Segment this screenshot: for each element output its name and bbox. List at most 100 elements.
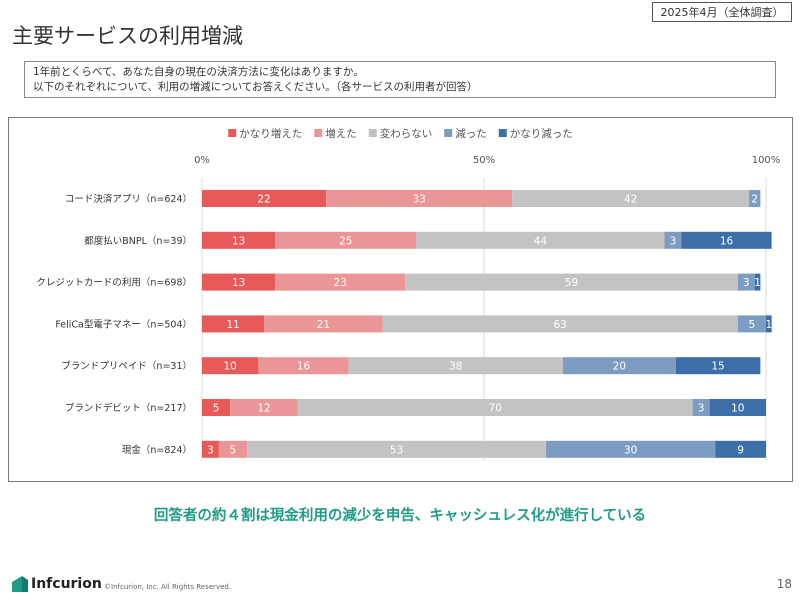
bar-segment [230,399,298,416]
copyright-text: ©Infcurion, Inc. All Rights Reserved. [104,583,232,591]
data-label: 9 [737,444,744,456]
bar-segment [681,231,772,249]
bar-segment [692,399,710,416]
data-label: 10 [731,403,744,415]
x-tick-label: 50% [473,155,495,166]
data-label: 70 [489,403,502,415]
data-label: 13 [232,235,245,247]
data-label: 38 [449,361,462,373]
bar-segment [297,399,693,416]
data-label: 3 [743,277,750,289]
data-label: 3 [207,444,214,456]
legend-label: かなり減った [510,127,573,140]
data-label: 11 [226,319,239,331]
bar-segment [202,440,219,458]
data-label: 1 [765,319,772,331]
category-label: コード決済アプリ（n=624） [65,193,192,205]
category-label: ブランドプリペイド（n=31） [61,360,192,372]
legend-swatch [444,129,453,137]
data-label: 53 [390,444,403,456]
bar-segment [749,190,761,207]
legend-label: 変わらない [380,127,433,140]
survey-date-label: 2025年4月（全体調査） [652,2,792,22]
page-title: 主要サービスの利用増減 [12,24,243,48]
data-label: 59 [565,277,578,289]
data-label: 33 [412,194,425,206]
data-label: 5 [749,319,756,331]
bar-segment [264,315,383,333]
data-label: 12 [257,403,270,415]
data-label: 16 [720,235,734,247]
page-number: 18 [776,577,792,591]
data-label: 10 [224,361,237,373]
data-label: 3 [698,403,705,415]
bar-segment [737,273,755,291]
data-label: 22 [257,194,270,206]
data-label: 63 [553,319,566,331]
category-label: クレジットカードの利用（n=698） [36,277,192,289]
bar-segment [202,399,231,416]
bar-segment [405,273,738,291]
logo-mark-icon [12,576,28,592]
bar-segment [766,315,772,333]
category-label: 現金（n=824） [122,444,192,456]
legend-label: かなり増えた [239,127,302,140]
bar-segment [416,231,665,249]
question-line-2: 以下のそれぞれについて、利用の増減についてお答えください。（各サービスの利用者が… [33,81,478,93]
bar-segment [202,273,276,291]
data-label: 25 [339,235,352,247]
data-label: 21 [317,319,330,331]
chart-frame: かなり増えた 増えた 変わらない 減った かなり減った 0% 50% 100% コード決済アプリ… [8,117,793,482]
bar-segment [247,440,547,458]
data-label: 42 [624,194,637,206]
stacked-bar-chart: かなり増えた 増えた 変わらない 減った かなり減った 0% 50% 100% コード決済アプリ… [36,127,781,460]
data-label: 1 [754,277,761,289]
x-tick-label: 0% [194,155,210,166]
category-label: ブランドデビット（n=217） [65,402,192,414]
bar-segment [664,231,682,249]
bar-segment [675,357,761,375]
bar-segment [754,273,761,291]
bar-segment [715,440,766,458]
category-label: FeliCa型電子マネー（n=504） [55,318,192,330]
bar-segment [275,231,417,249]
bar-segment [382,315,738,333]
company-logo: Infcurion [12,574,102,594]
question-line-1: 1年前とくらべて、あなた自身の現在の決済方法に変化はありますか。 [33,66,364,78]
bar-segment [275,273,406,291]
bar-segment [546,440,716,458]
bar-segment [512,190,750,207]
legend-label: 減った [455,127,487,140]
bar-segment [202,190,327,207]
bar-segment [202,357,259,375]
bar-segment [326,190,513,207]
question-box: 1年前とくらべて、あなた自身の現在の決済方法に変化はありますか。 以下のそれぞれ… [24,61,776,98]
data-label: 15 [711,361,724,373]
data-label: 16 [297,361,311,373]
legend-swatch [314,129,323,137]
x-tick-label: 100% [752,155,781,166]
data-label: 5 [230,444,237,456]
data-label: 2 [751,194,758,206]
bar-segment [348,357,563,375]
bar-segment [202,231,276,249]
category-label: 都度払いBNPL（n=39） [84,235,192,247]
legend-swatch [228,129,237,137]
data-label: 20 [613,361,626,373]
bar-segment [258,357,349,375]
bar-segment [737,315,766,333]
bar-segment [202,315,265,333]
bar-segment [709,399,766,416]
data-label: 23 [333,277,346,289]
data-label: 13 [232,277,245,289]
logo-text: Infcurion [31,576,102,592]
bar-segment [218,440,248,458]
data-label: 30 [624,444,637,456]
legend-swatch [368,129,377,137]
legend-swatch [498,129,507,137]
conclusion-text: 回答者の約４割は現金利用の減少を申告、キャッシュレス化が進行している [153,508,647,524]
data-label: 5 [213,403,220,415]
data-label: 44 [534,235,548,247]
data-label: 3 [670,235,677,247]
bar-segment [562,357,676,375]
